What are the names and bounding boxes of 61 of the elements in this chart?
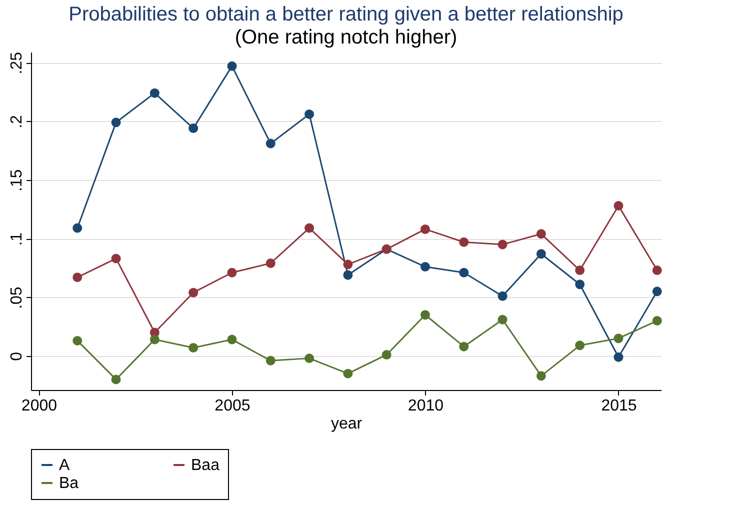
y-tick-label: .05 [8,286,26,309]
point [188,288,198,298]
x-tick-label: 2010 [408,398,444,414]
point [343,260,353,270]
point [266,258,276,268]
point [614,201,624,210]
point [498,240,508,250]
point [420,224,430,234]
point [227,334,237,344]
point [72,272,82,282]
point [459,237,469,247]
point [536,229,546,239]
point [498,314,508,324]
point [459,342,469,352]
point [150,88,160,98]
legend-label: Baa [191,457,220,474]
point [72,223,82,233]
point [304,354,314,364]
point [111,254,121,264]
point [575,340,585,350]
point [420,310,430,320]
point [188,343,198,352]
point [498,291,508,301]
point [575,280,585,290]
point [459,268,469,278]
y-tick-label: .1 [8,232,26,246]
legend-label: Ba [59,475,79,492]
y-tick-label: .15 [8,169,26,192]
point [304,109,314,119]
y-tick-label: .25 [8,52,26,74]
y-tick-label: .2 [8,114,26,128]
point [382,350,392,360]
point [304,223,314,233]
point [614,352,624,362]
point [72,336,82,346]
point [652,286,662,296]
point [266,138,276,148]
point [343,270,353,280]
point [150,334,160,344]
point [614,334,624,344]
point [227,268,237,278]
x-tick-label: 2000 [21,398,58,414]
point [111,118,121,128]
chart-title: Probabilities to obtain a better rating given a better relationship [68,3,624,26]
point [188,124,198,134]
point [575,266,585,276]
x-tick-label: 2015 [601,398,637,414]
point [343,368,353,378]
y-tick-label: 0 [8,352,26,361]
point [420,262,430,272]
point [536,371,546,381]
point [652,316,662,326]
point [652,266,662,276]
point [111,374,121,384]
point [266,356,276,366]
legend-label: A [59,457,70,474]
point [536,249,546,259]
point [227,61,237,71]
chart-subtitle: (One rating notch higher) [234,26,458,48]
x-axis-title: year [330,416,363,432]
x-tick-label: 2005 [214,398,250,414]
